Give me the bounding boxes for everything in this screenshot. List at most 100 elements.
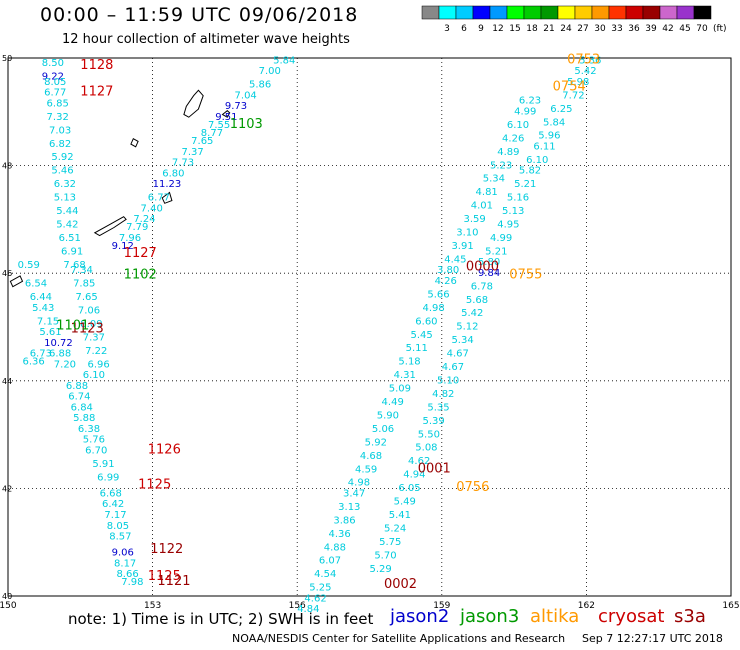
swh-value: 6.91 xyxy=(61,246,83,257)
pass-time-label: 1128 xyxy=(80,58,113,73)
swh-value: 7.00 xyxy=(259,66,281,77)
pass-time-label: 0002 xyxy=(384,577,417,592)
pass-time-label: 1126 xyxy=(148,442,181,457)
swh-value: 5.42 xyxy=(461,308,483,319)
swh-value: 4.62 xyxy=(408,456,430,467)
swh-value: 5.44 xyxy=(56,206,78,217)
footer-note: note: 1) Time is in UTC; 2) SWH is in fe… xyxy=(68,610,374,628)
swh-value: 7.32 xyxy=(47,112,69,123)
swh-value: 5.45 xyxy=(410,330,432,341)
swh-value: 5.23 xyxy=(490,160,512,171)
swh-value: 9.51 xyxy=(215,112,237,123)
chart-title: 00:00 – 11:59 UTC 09/06/2018 xyxy=(40,4,359,26)
swh-value: 5.98 xyxy=(567,77,589,88)
swh-value: 5.90 xyxy=(377,410,399,421)
swh-value: 4.99 xyxy=(490,233,512,244)
legend-label: 24 xyxy=(560,24,572,34)
swh-value: 7.17 xyxy=(104,510,126,521)
swh-value: 6.38 xyxy=(78,424,100,435)
swh-value: 7.15 xyxy=(37,316,59,327)
swh-value: 4.89 xyxy=(497,147,519,158)
swh-value: 5.50 xyxy=(418,429,440,440)
pass-time-label: 1103 xyxy=(230,117,263,132)
swh-value: 5.25 xyxy=(309,583,331,594)
swh-value: 5.06 xyxy=(372,424,394,435)
legend-swatch xyxy=(642,5,661,20)
pass-time-label: 0000 xyxy=(466,260,499,275)
axis-ticks: 150 153 156 159 162 165 40 42 44 46 48 50 xyxy=(0,54,740,611)
swh-value: 5.08 xyxy=(415,443,437,454)
swh-value: 7.73 xyxy=(172,158,194,169)
swh-value: 3.13 xyxy=(338,502,360,513)
swh-value: 4.49 xyxy=(382,397,404,408)
swh-value: 5.82 xyxy=(519,166,541,177)
swh-value: 3.80 xyxy=(437,265,459,276)
swh-value: 4.26 xyxy=(435,276,457,287)
swh-value: 5.61 xyxy=(39,327,61,338)
swh-value: 8.57 xyxy=(109,532,131,543)
swh-value: 7.37 xyxy=(83,332,105,343)
legend-swatch xyxy=(574,5,593,20)
swh-value: 5.75 xyxy=(379,537,401,548)
y-tick-label: 50 xyxy=(2,54,12,63)
pass-time-label: 1102 xyxy=(124,268,157,283)
swh-value: 6.78 xyxy=(471,281,493,292)
legend-swatch xyxy=(676,5,695,20)
swh-value: 5.84 xyxy=(273,55,295,66)
track-altika-0753: 5.365.425.987.726.255.845.966.116.105.82… xyxy=(478,55,601,268)
swh-value: 9.12 xyxy=(112,241,134,252)
swh-value: 11.23 xyxy=(153,179,182,190)
legend-label: 15 xyxy=(509,24,520,34)
track-west-a: 8.50 9.228.056.776.85 7.32 7.03 6.82 5.92 5.46… xyxy=(42,58,86,271)
swh-value: 5.84 xyxy=(543,117,565,128)
legend-swatch xyxy=(489,5,508,20)
x-tick-label: 156 xyxy=(289,601,306,611)
swh-value: 4.81 xyxy=(476,187,498,198)
swh-value: 5.76 xyxy=(83,435,105,446)
swh-value: 6.10 xyxy=(83,370,105,381)
x-tick-label: 165 xyxy=(722,601,739,611)
swh-value: 8.77 xyxy=(201,128,223,139)
swh-value: 3.47 xyxy=(343,488,365,499)
swh-value: 8.05 xyxy=(44,77,66,88)
legend-swatch xyxy=(591,5,610,20)
legend-swatch xyxy=(625,5,644,20)
legend-label: 3 xyxy=(444,24,450,34)
swh-value: 6.11 xyxy=(533,141,555,152)
island-outline xyxy=(93,216,127,237)
plot-frame xyxy=(7,57,732,597)
legend-label: 6 xyxy=(461,24,467,34)
swh-value: 9.73 xyxy=(225,101,247,112)
swh-value: 4.36 xyxy=(329,529,351,540)
swh-value: 7.72 xyxy=(562,90,584,101)
y-tick-label: 42 xyxy=(2,484,12,493)
swh-value: 0.59 xyxy=(18,260,40,271)
legend-swatch xyxy=(540,5,559,20)
grid-lines xyxy=(8,58,731,596)
y-tick-label: 40 xyxy=(2,592,12,601)
swh-value: 5.34 xyxy=(451,335,473,346)
swh-value: 5.70 xyxy=(374,550,396,561)
swh-value: 6.88 xyxy=(66,381,88,392)
swh-value: 6.23 xyxy=(519,96,541,107)
swh-value: 6.44 xyxy=(30,292,52,303)
swh-value: 8.66 xyxy=(116,569,138,580)
mission-altika: altika xyxy=(530,606,580,627)
legend-swatch xyxy=(438,5,457,20)
pass-time-label: 0754 xyxy=(553,79,586,94)
swh-value: 4.98 xyxy=(423,303,445,314)
swh-value: 5.68 xyxy=(466,295,488,306)
track-s3a-0000: 9.84 6.78 5.68 5.42 5.12 5.34 4.67 4.67 5.10 4.82… xyxy=(370,268,501,575)
swh-value: 7.40 xyxy=(141,203,163,214)
swh-value: 5.13 xyxy=(502,206,524,217)
swh-value: 7.96 xyxy=(119,233,141,244)
swh-value: 6.25 xyxy=(550,104,572,115)
pass-time-label: 1122 xyxy=(150,542,183,557)
legend-unit: (ft) xyxy=(713,24,727,34)
pass-time-label: 0756 xyxy=(456,480,489,495)
swh-value: 5.80 xyxy=(478,257,500,268)
swh-value: 6.07 xyxy=(319,556,341,567)
swh-value: 7.34 xyxy=(71,265,93,276)
swh-value: 6.82 xyxy=(49,139,71,150)
